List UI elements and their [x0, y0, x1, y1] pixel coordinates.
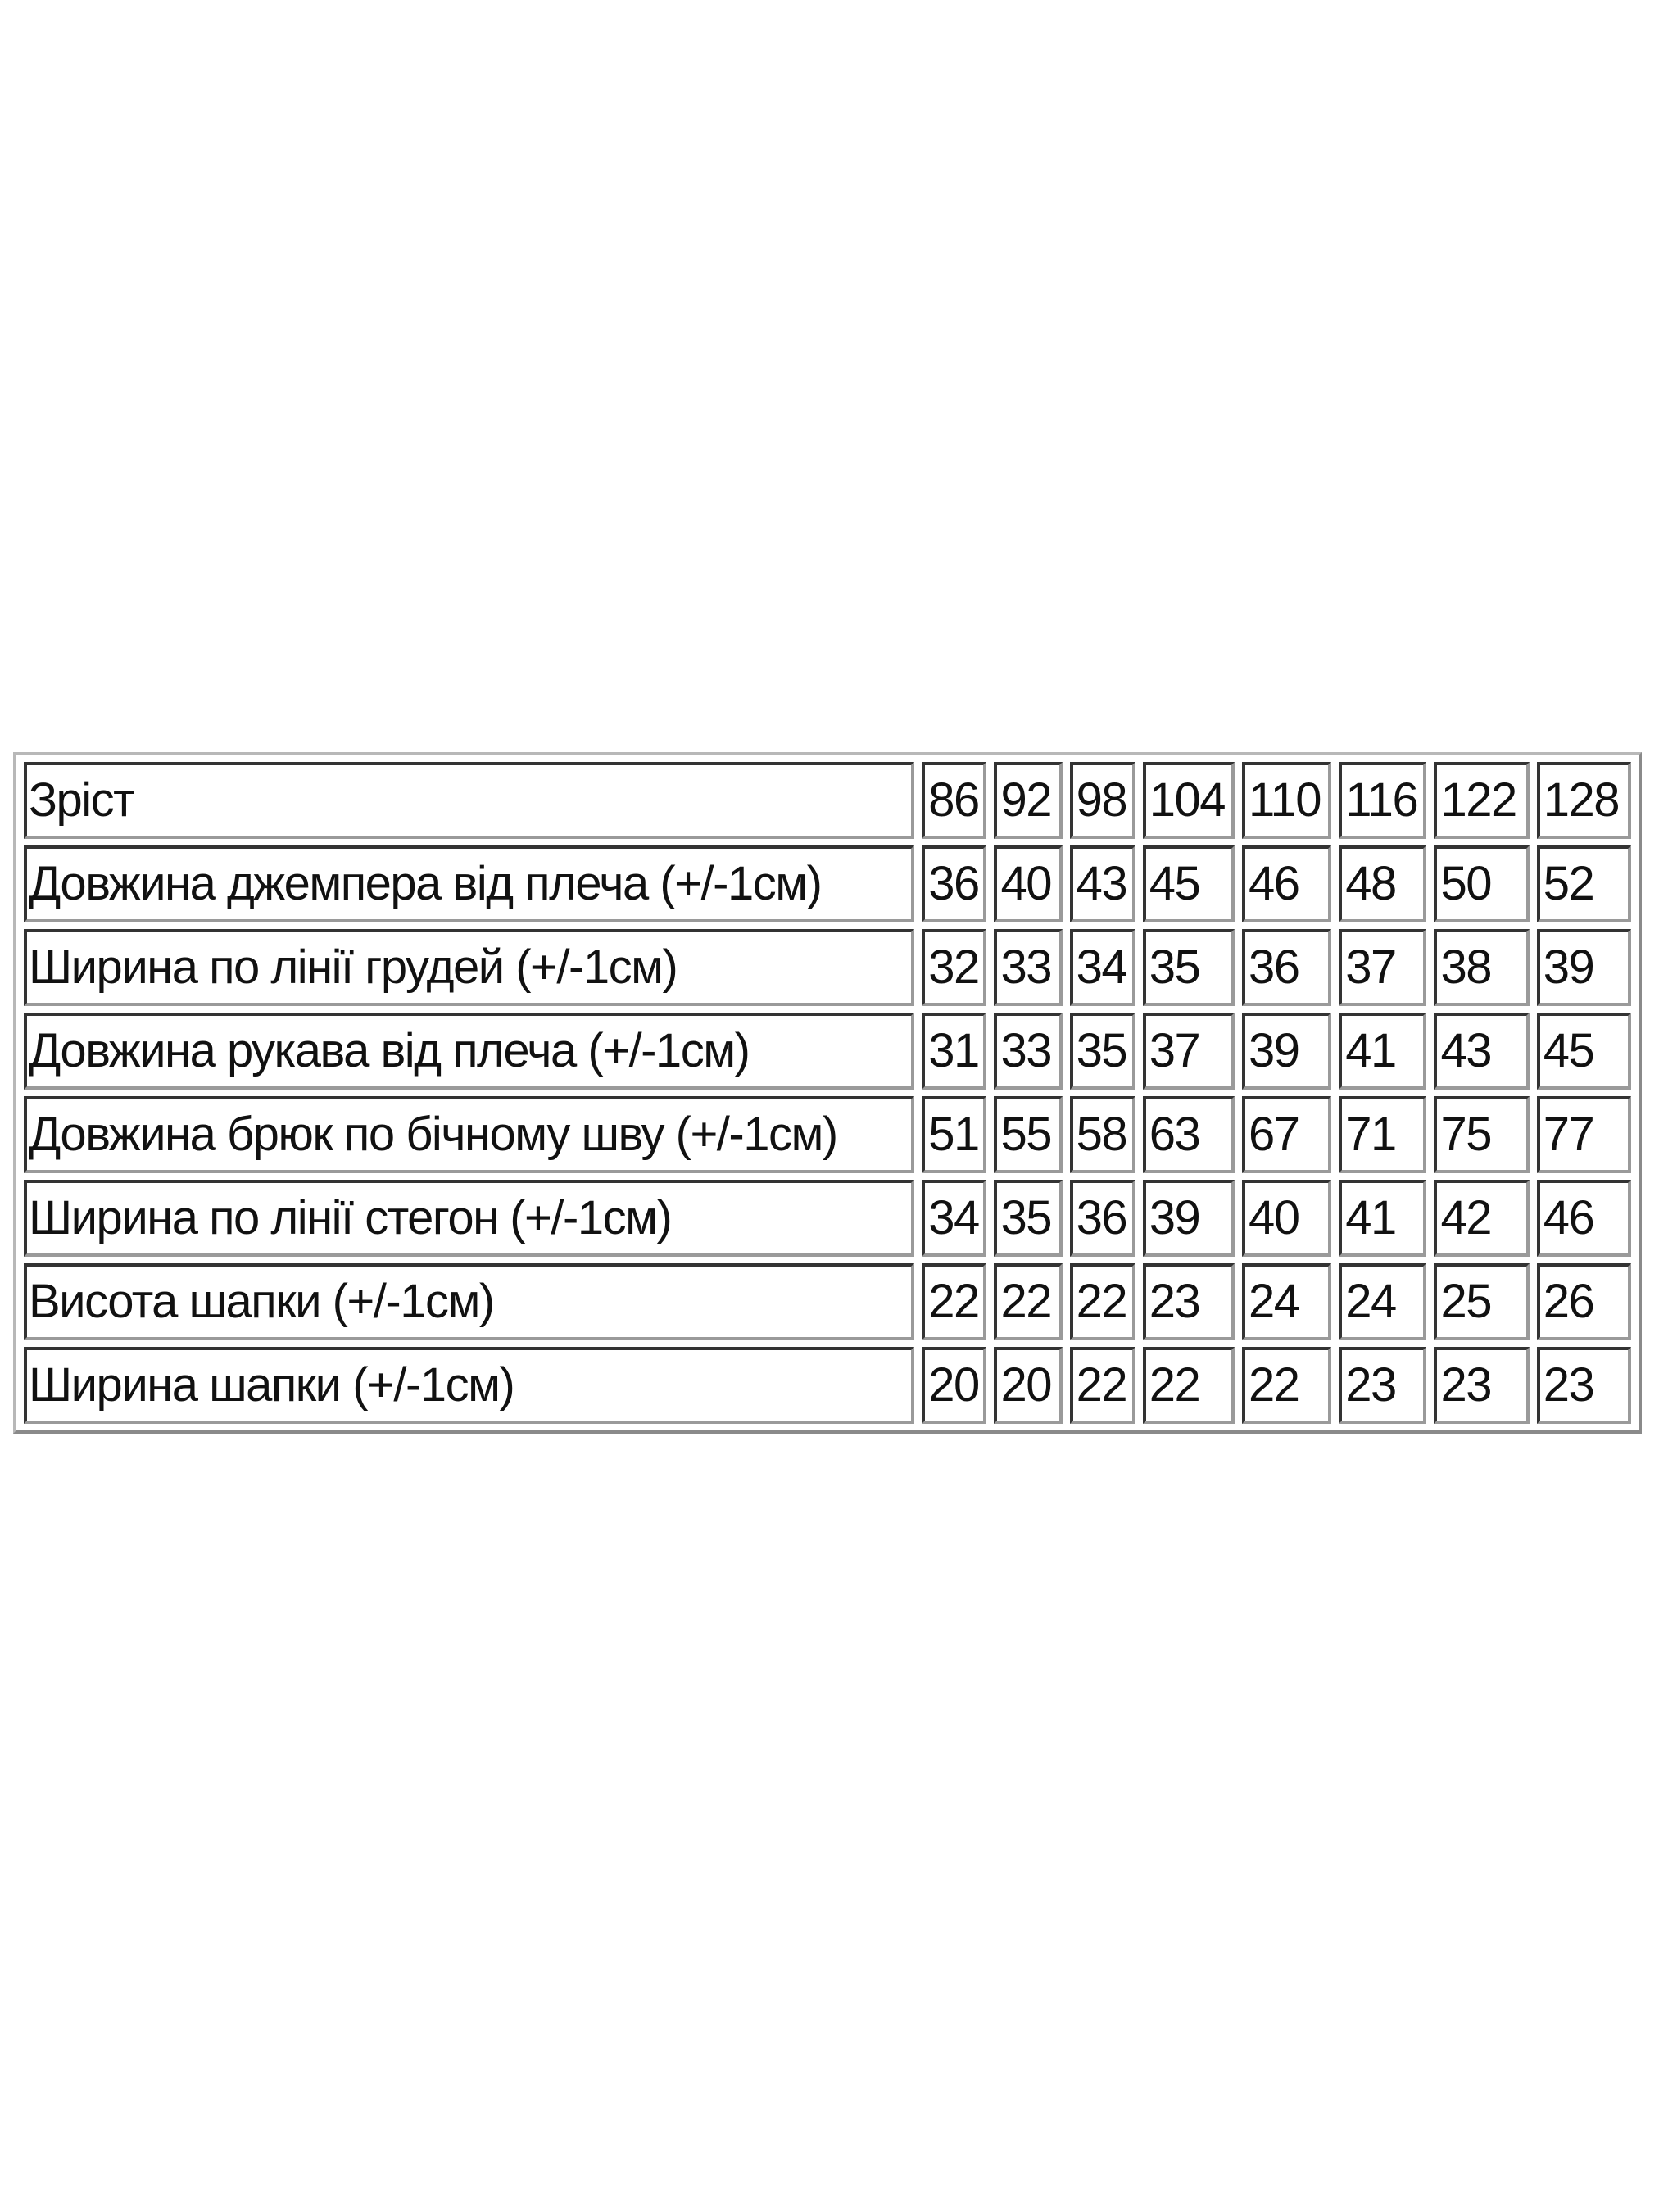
value-cell: 37: [1142, 1013, 1235, 1090]
value-cell: 58: [1069, 1096, 1135, 1173]
value-cell: 52: [1536, 845, 1631, 922]
value-cell: 110: [1242, 762, 1332, 839]
value-cell: 55: [994, 1096, 1063, 1173]
value-cell: 20: [922, 1347, 987, 1424]
value-cell: 75: [1434, 1096, 1530, 1173]
value-cell: 37: [1339, 929, 1427, 1006]
row-label: Довжина рукава від плеча (+/-1см): [24, 1013, 915, 1090]
value-cell: 23: [1142, 1263, 1235, 1340]
value-cell: 34: [922, 1180, 987, 1257]
value-cell: 40: [994, 845, 1063, 922]
value-cell: 22: [1142, 1347, 1235, 1424]
value-cell: 22: [922, 1263, 987, 1340]
value-cell: 22: [1069, 1263, 1135, 1340]
value-cell: 24: [1339, 1263, 1427, 1340]
table-row: Довжина брюк по бічному шву (+/-1см) 51 55…: [24, 1096, 1631, 1173]
row-label: Зріст: [24, 762, 915, 839]
value-cell: 31: [922, 1013, 987, 1090]
value-cell: 32: [922, 929, 987, 1006]
value-cell: 25: [1434, 1263, 1530, 1340]
value-cell: 39: [1536, 929, 1631, 1006]
header-row: Зріст 86 92 98 104 110 116 122 128: [24, 762, 1631, 839]
table-row: Висота шапки (+/-1см) 22 22 22 23 24 24 25 26: [24, 1263, 1631, 1340]
value-cell: 41: [1339, 1180, 1427, 1257]
value-cell: 22: [1242, 1347, 1332, 1424]
value-cell: 116: [1339, 762, 1427, 839]
value-cell: 34: [1069, 929, 1135, 1006]
value-cell: 43: [1069, 845, 1135, 922]
value-cell: 104: [1142, 762, 1235, 839]
value-cell: 43: [1434, 1013, 1530, 1090]
row-label: Довжина брюк по бічному шву (+/-1см): [24, 1096, 915, 1173]
table-row: Ширина по лінії стегон (+/-1см) 34 35 36 39 4…: [24, 1180, 1631, 1257]
value-cell: 36: [1069, 1180, 1135, 1257]
value-cell: 36: [1242, 929, 1332, 1006]
value-cell: 128: [1536, 762, 1631, 839]
value-cell: 39: [1142, 1180, 1235, 1257]
value-cell: 36: [922, 845, 987, 922]
value-cell: 22: [1069, 1347, 1135, 1424]
value-cell: 92: [994, 762, 1063, 839]
row-label: Ширина по лінії стегон (+/-1см): [24, 1180, 915, 1257]
value-cell: 42: [1434, 1180, 1530, 1257]
value-cell: 23: [1339, 1347, 1427, 1424]
value-cell: 63: [1142, 1096, 1235, 1173]
value-cell: 45: [1142, 845, 1235, 922]
value-cell: 23: [1536, 1347, 1631, 1424]
value-cell: 67: [1242, 1096, 1332, 1173]
value-cell: 41: [1339, 1013, 1427, 1090]
value-cell: 40: [1242, 1180, 1332, 1257]
value-cell: 51: [922, 1096, 987, 1173]
value-cell: 38: [1434, 929, 1530, 1006]
value-cell: 20: [994, 1347, 1063, 1424]
table-row: Довжина джемпера від плеча (+/-1см) 36 40 4…: [24, 845, 1631, 922]
value-cell: 45: [1536, 1013, 1631, 1090]
value-cell: 35: [994, 1180, 1063, 1257]
value-cell: 98: [1069, 762, 1135, 839]
value-cell: 22: [994, 1263, 1063, 1340]
value-cell: 39: [1242, 1013, 1332, 1090]
table-row: Довжина рукава від плеча (+/-1см) 31 33 35 3…: [24, 1013, 1631, 1090]
value-cell: 33: [994, 1013, 1063, 1090]
row-label: Висота шапки (+/-1см): [24, 1263, 915, 1340]
value-cell: 71: [1339, 1096, 1427, 1173]
value-cell: 122: [1434, 762, 1530, 839]
table-row: Ширина шапки (+/-1см) 20 20 22 22 22 23 23 23: [24, 1347, 1631, 1424]
row-label: Довжина джемпера від плеча (+/-1см): [24, 845, 915, 922]
value-cell: 26: [1536, 1263, 1631, 1340]
row-label: Ширина по лінії грудей (+/-1см): [24, 929, 915, 1006]
value-cell: 46: [1536, 1180, 1631, 1257]
value-cell: 35: [1142, 929, 1235, 1006]
table-row: Ширина по лінії грудей (+/-1см) 32 33 34 35 3…: [24, 929, 1631, 1006]
value-cell: 48: [1339, 845, 1427, 922]
row-label: Ширина шапки (+/-1см): [24, 1347, 915, 1424]
value-cell: 23: [1434, 1347, 1530, 1424]
value-cell: 50: [1434, 845, 1530, 922]
value-cell: 35: [1069, 1013, 1135, 1090]
value-cell: 46: [1242, 845, 1332, 922]
size-chart-table: Зріст 86 92 98 104 110 116 122 128 Довжина джемпе…: [13, 752, 1642, 1434]
value-cell: 33: [994, 929, 1063, 1006]
value-cell: 24: [1242, 1263, 1332, 1340]
value-cell: 86: [922, 762, 987, 839]
value-cell: 77: [1536, 1096, 1631, 1173]
